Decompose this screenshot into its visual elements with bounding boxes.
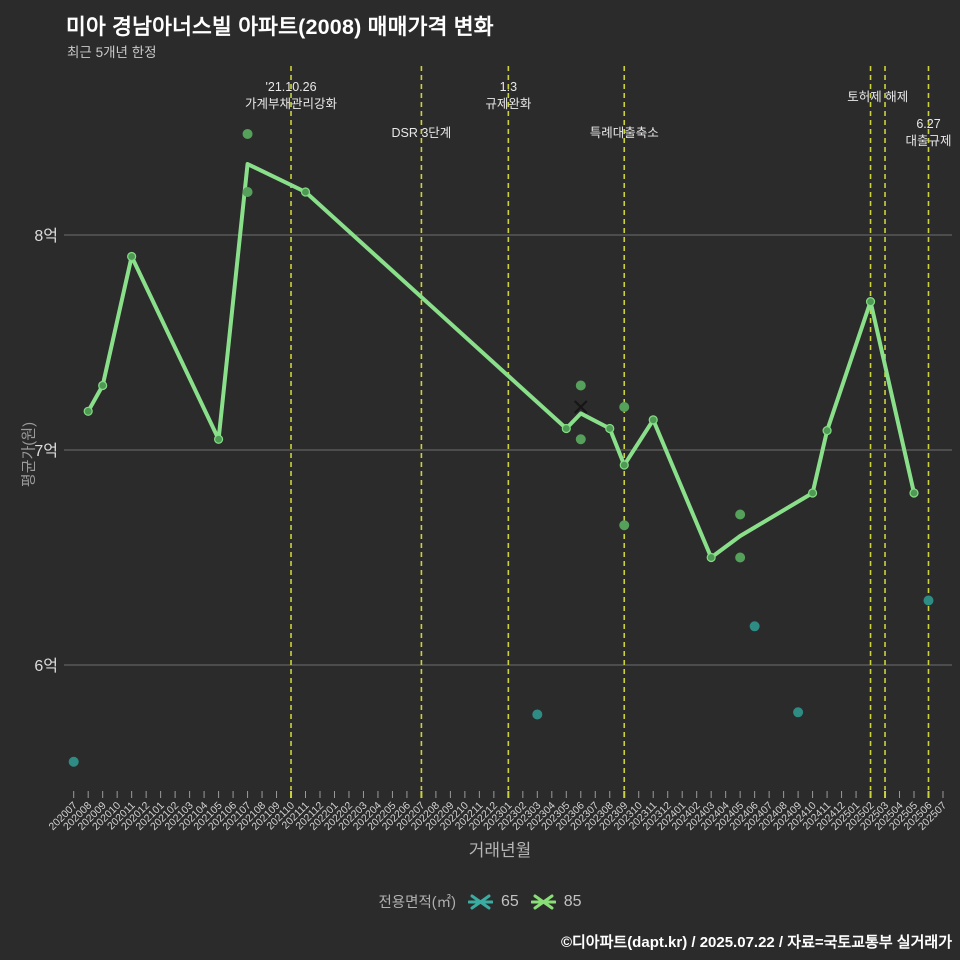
transaction-dot-65	[749, 621, 760, 632]
y-tick-label: 6억	[34, 657, 58, 675]
page-subtitle: 최근 5개년 한정	[67, 45, 157, 60]
legend-title: 전용면적(㎡)	[378, 895, 456, 911]
event-label: 1.3	[500, 80, 517, 94]
event-label: 규제완화	[485, 97, 532, 111]
event-label: 대출규제	[905, 134, 951, 148]
legend-value-65: 65	[500, 892, 519, 910]
event-label: DSR 3단계	[391, 126, 451, 140]
legend-item-85: 85	[530, 892, 582, 911]
x-marker	[574, 400, 588, 414]
line-point-85	[807, 488, 818, 498]
legend: 전용면적(㎡) 65 85	[0, 891, 960, 912]
event-label: 6.27	[916, 117, 940, 131]
event-label: 토허제 해제	[847, 90, 908, 104]
transaction-dot-85	[242, 128, 253, 139]
y-axis-title: 평균가(원)	[20, 421, 38, 488]
line-point-85	[561, 423, 571, 434]
line-point-85	[83, 406, 93, 416]
transaction-dot-65	[923, 595, 934, 606]
line-point-85	[213, 434, 224, 444]
transaction-dot-65	[793, 707, 804, 718]
transaction-dot-85	[735, 509, 746, 520]
line-point-85	[300, 187, 311, 197]
page-title: 미아 경남아너스빌 아파트(2008) 매매가격 변화	[66, 15, 494, 39]
transaction-dot-85	[575, 380, 586, 391]
transaction-dot-85	[735, 552, 746, 563]
transaction-dot-65	[532, 709, 543, 720]
line-point-85	[909, 488, 919, 498]
line-point-85	[98, 380, 108, 391]
line-point-85	[619, 460, 629, 470]
transaction-dot-85	[619, 520, 630, 531]
event-label: '21.10.26	[265, 80, 316, 94]
line-point-85	[865, 297, 876, 307]
line-point-85	[706, 552, 716, 563]
y-tick-label: 7억	[34, 442, 58, 460]
legend-value-85: 85	[563, 892, 582, 910]
event-label: 가계부채관리강화	[245, 97, 338, 111]
line-point-85	[605, 423, 615, 434]
line-point-85	[127, 251, 137, 262]
asterisk-marker-icon	[467, 894, 493, 909]
y-tick-label: 8억	[34, 227, 58, 245]
transaction-dot-85	[242, 187, 253, 197]
transaction-dot-65	[68, 756, 79, 767]
line-point-85	[822, 426, 832, 436]
transaction-dot-85	[575, 434, 586, 445]
price-line-85	[86, 162, 917, 560]
event-label: 특례대출축소	[590, 126, 659, 140]
line-point-85	[648, 415, 658, 425]
x-axis-title: 거래년월	[468, 841, 532, 860]
transaction-dot-85	[619, 402, 630, 412]
asterisk-marker-icon	[530, 894, 556, 909]
legend-item-65: 65	[467, 892, 519, 911]
source-credit: ©디아파트(dapt.kr) / 2025.07.22 / 자료=국토교통부 실…	[560, 934, 952, 951]
